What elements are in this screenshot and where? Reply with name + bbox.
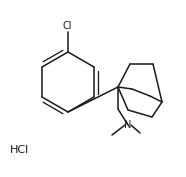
Text: HCl: HCl	[10, 145, 29, 155]
Text: Cl: Cl	[62, 21, 72, 31]
Text: N: N	[124, 120, 132, 130]
